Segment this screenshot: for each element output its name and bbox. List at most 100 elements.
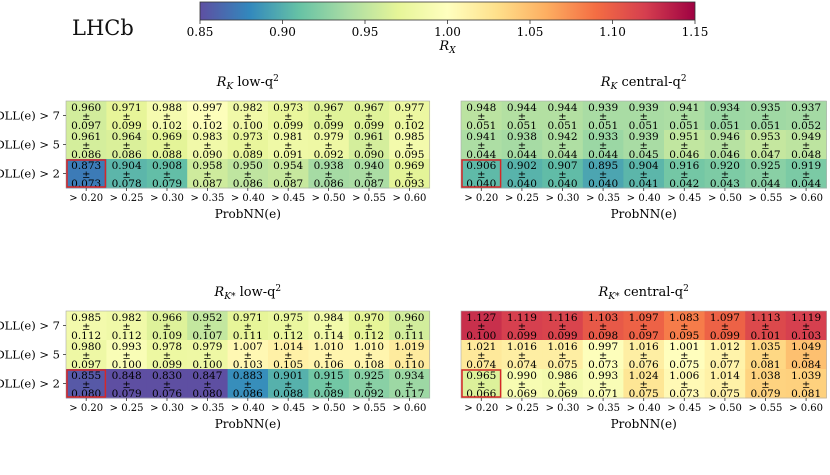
x-tick-label: > 0.35 (190, 403, 224, 414)
cell-error: 0.044 (507, 149, 537, 161)
cell-value: 1.016 (547, 341, 577, 353)
heatmap-cell (66, 101, 107, 131)
cell-value: 1.019 (394, 341, 424, 353)
panel-title: RK* low-q2 (213, 284, 281, 302)
heatmap-panel: RK* central-q21.127±0.1001.119±0.0991.11… (460, 284, 827, 431)
x-tick-label: > 0.30 (150, 403, 184, 414)
cell-value: 0.938 (507, 131, 537, 143)
panel-title-superscript: 2 (681, 74, 687, 84)
heatmap-panel: RK central-q20.948±0.0510.944±0.0510.944… (460, 74, 827, 221)
cell-value: 1.001 (669, 341, 699, 353)
y-tick-label: DLL(e) > 7 (0, 109, 60, 123)
cell-error: 0.099 (314, 120, 344, 132)
heatmap-cell (623, 159, 665, 189)
panel-title-main: R (598, 285, 609, 300)
cell-value: 1.116 (547, 312, 577, 324)
cell-plus-minus: ± (761, 141, 769, 152)
cell-value: 0.848 (112, 370, 142, 382)
cell-error: 0.044 (547, 149, 577, 161)
cell-value: 0.971 (233, 312, 263, 324)
heatmap-cell (704, 159, 746, 189)
cell-value: 0.873 (71, 160, 101, 172)
cell-plus-minus: ± (680, 141, 688, 152)
heatmap-cell (501, 101, 543, 131)
cell-value: 0.902 (507, 160, 537, 172)
cell-plus-minus: ± (244, 351, 252, 362)
x-tick-label: > 0.45 (667, 193, 701, 204)
heatmap-cell (146, 130, 188, 160)
cell-error: 0.088 (273, 388, 303, 400)
x-tick-label: > 0.50 (708, 193, 742, 204)
cell-plus-minus: ± (163, 141, 171, 152)
heatmap-cell (623, 369, 665, 399)
cell-value: 0.983 (192, 131, 222, 143)
cell-value: 0.941 (669, 102, 699, 114)
cell-error: 0.099 (354, 120, 384, 132)
colorbar-tick-label: 0.95 (352, 25, 379, 39)
heatmap-cell (268, 311, 309, 341)
heatmap-cell (308, 311, 350, 341)
cell-plus-minus: ± (324, 170, 332, 181)
colorbar-tick-label: 0.90 (269, 25, 296, 39)
highlight-box (461, 369, 502, 398)
cell-error: 0.074 (507, 359, 537, 371)
cell-plus-minus: ± (599, 170, 607, 181)
panel-title-subscript: K (225, 82, 234, 92)
cell-plus-minus: ± (122, 380, 130, 391)
x-tick-label: > 0.25 (505, 403, 539, 414)
cell-value: 1.021 (466, 341, 496, 353)
cell-value: 0.971 (112, 102, 142, 114)
heatmap-cell (187, 159, 229, 189)
cell-plus-minus: ± (680, 112, 688, 123)
cell-plus-minus: ± (802, 170, 810, 181)
cell-plus-minus: ± (518, 380, 526, 391)
heatmap-cell (623, 340, 665, 370)
cell-value: 0.973 (233, 131, 263, 143)
cell-value: 0.944 (507, 102, 537, 114)
cell-plus-minus: ± (518, 351, 526, 362)
heatmap-cell (389, 159, 431, 189)
cell-plus-minus: ± (324, 351, 332, 362)
cell-value: 0.883 (233, 370, 263, 382)
colorbar-tick-label: 0.85 (187, 25, 214, 39)
cell-plus-minus: ± (163, 351, 171, 362)
cell-error: 0.091 (273, 149, 303, 161)
heatmap-cell (389, 311, 431, 341)
heatmap-cell (187, 101, 229, 131)
cell-value: 0.942 (547, 131, 577, 143)
heatmap-cell (268, 130, 309, 160)
heatmap-cell (785, 159, 827, 189)
cell-error: 0.106 (314, 359, 344, 371)
heatmap-cell (227, 311, 269, 341)
cell-value: 0.940 (354, 160, 384, 172)
panel-title-main: R (600, 75, 611, 90)
x-tick-label: > 0.45 (271, 193, 305, 204)
heatmap-cell (461, 369, 503, 399)
x-tick-label: > 0.60 (392, 193, 426, 204)
cell-error: 0.040 (507, 178, 537, 190)
heatmap-cell (227, 159, 269, 189)
heatmap-cell (745, 159, 787, 189)
x-tick-label: > 0.20 (464, 193, 498, 204)
cell-plus-minus: ± (680, 351, 688, 362)
heatmap-panel: RK low-q20.960±0.0970.971±0.0990.988±0.1… (0, 74, 431, 221)
cell-value: 0.904 (629, 160, 659, 172)
cell-error: 0.099 (112, 120, 142, 132)
cell-plus-minus: ± (599, 380, 607, 391)
panel-title-text: low-q (233, 75, 273, 90)
cell-error: 0.069 (547, 388, 577, 400)
heatmap-cell (582, 369, 624, 399)
heatmap-cell (664, 159, 706, 189)
cell-value: 0.973 (273, 102, 303, 114)
cell-plus-minus: ± (244, 112, 252, 123)
cell-plus-minus: ± (558, 112, 566, 123)
cell-plus-minus: ± (518, 112, 526, 123)
heatmap-cell (187, 369, 229, 399)
cell-value: 1.024 (629, 370, 659, 382)
heatmap-cell (268, 101, 309, 131)
cell-value: 0.988 (152, 102, 182, 114)
cell-value: 0.944 (547, 102, 577, 114)
cell-value: 0.960 (394, 312, 424, 324)
cell-value: 0.984 (314, 312, 344, 324)
cell-error: 0.112 (71, 330, 101, 342)
